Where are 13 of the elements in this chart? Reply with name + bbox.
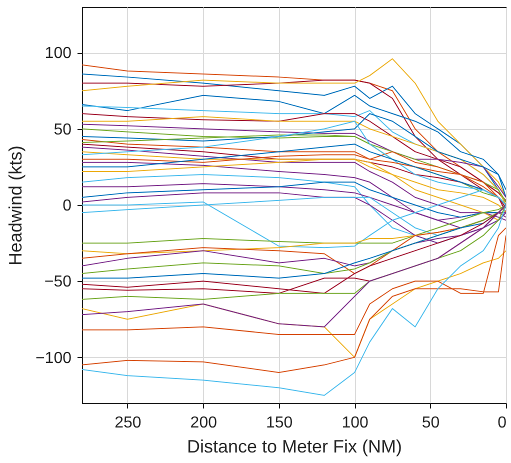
y-tick-label: 0 — [62, 198, 72, 214]
x-tick-label: 100 — [342, 414, 369, 432]
x-axis-title: Distance to Meter Fix (NM) — [186, 436, 402, 456]
y-tick-label: −100 — [35, 350, 72, 367]
x-tick-label: 0 — [498, 414, 507, 432]
x-tick-label: 250 — [114, 414, 142, 432]
y-axis-title: Headwind (kts) — [5, 145, 26, 266]
y-tick-label: −50 — [44, 274, 72, 291]
x-tick-label: 200 — [190, 414, 218, 432]
y-tick-label: 50 — [54, 121, 72, 138]
y-tick-label: 100 — [44, 45, 72, 62]
x-tick-label: 50 — [422, 414, 440, 432]
x-tick-label: 150 — [266, 414, 293, 432]
